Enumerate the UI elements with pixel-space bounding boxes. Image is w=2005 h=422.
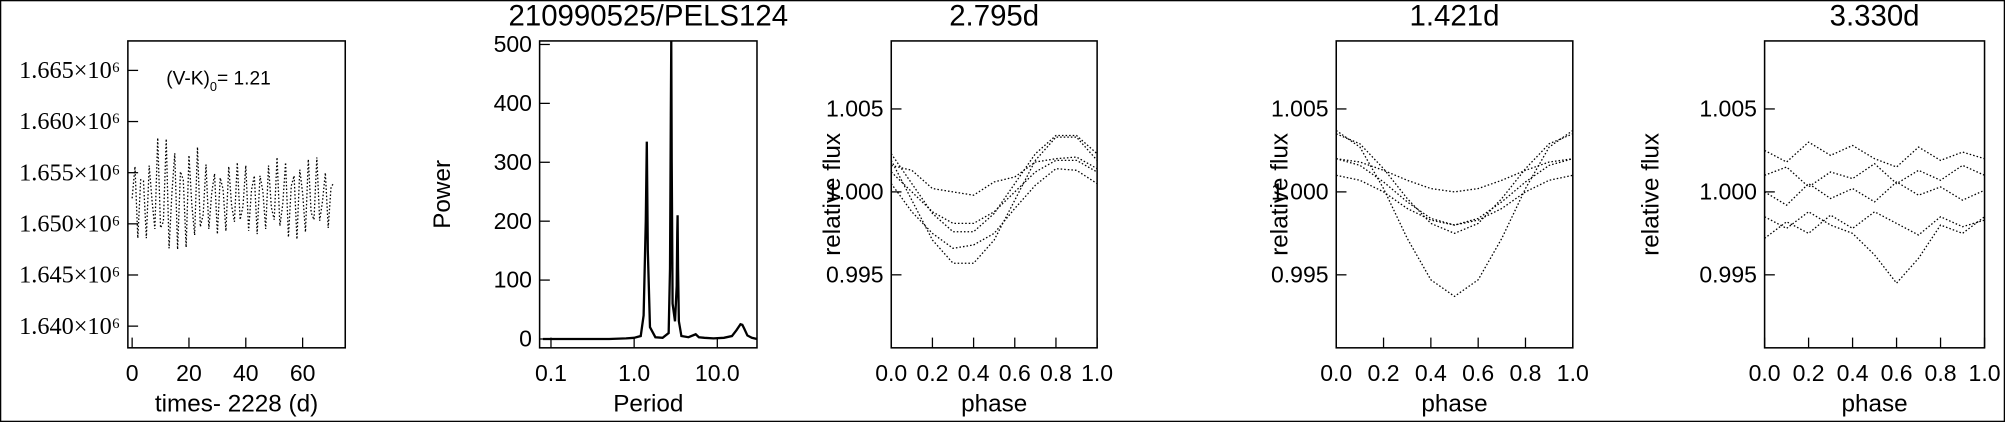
x-tick-label: 1.0 bbox=[1081, 360, 1113, 386]
plot-frame bbox=[538, 40, 758, 349]
x-tick-label: 0.4 bbox=[1837, 360, 1869, 386]
series-line bbox=[1336, 158, 1573, 193]
y-tick-label: 1.000 bbox=[826, 179, 884, 205]
series-line bbox=[890, 134, 1098, 233]
x-tick-label: 0.4 bbox=[1415, 360, 1447, 386]
x-tick-label: 0 bbox=[126, 360, 139, 386]
series-line bbox=[891, 156, 1098, 196]
x-tick-label: 40 bbox=[233, 360, 259, 386]
x-tick-label: 0.1 bbox=[535, 360, 567, 386]
series-line bbox=[1764, 211, 1985, 285]
series-line bbox=[890, 159, 1098, 225]
series-line bbox=[1764, 162, 1985, 188]
annotation-subscript: 0 bbox=[210, 79, 217, 94]
plot-frame bbox=[1335, 40, 1574, 349]
x-tick-label: 60 bbox=[290, 360, 316, 386]
x-tick-label: 0.6 bbox=[1881, 360, 1913, 386]
x-tick-label: 1.0 bbox=[618, 360, 650, 386]
x-tick-label: 0.0 bbox=[1749, 360, 1781, 386]
series-line bbox=[1764, 181, 1985, 206]
series-line bbox=[890, 136, 1098, 264]
x-tick-label: 0.8 bbox=[1040, 360, 1072, 386]
y-tick-label: 1.660×10⁶ bbox=[19, 108, 120, 135]
x-tick-label: 0.2 bbox=[916, 360, 948, 386]
x-tick-label: 0.6 bbox=[999, 360, 1031, 386]
x-tick-label: 0.2 bbox=[1793, 360, 1825, 386]
x-tick-label: 0.8 bbox=[1925, 360, 1957, 386]
series-line bbox=[1335, 129, 1574, 298]
x-tick-label: 0.2 bbox=[1368, 360, 1400, 386]
annotation-value: = 1.21 bbox=[217, 68, 271, 89]
y-tick-label: 500 bbox=[494, 31, 532, 57]
plot-frame bbox=[1763, 40, 1986, 349]
y-axis-label: relative flux bbox=[1637, 133, 1664, 256]
x-axis-label: phase bbox=[961, 391, 1027, 418]
x-tick-label: 0.0 bbox=[875, 360, 907, 386]
x-tick-label: 1.0 bbox=[1969, 360, 2001, 386]
series-line bbox=[890, 168, 1098, 249]
y-tick-label: 1.645×10⁶ bbox=[19, 262, 120, 289]
series-line bbox=[1336, 174, 1573, 226]
x-tick-label: 1.0 bbox=[1557, 360, 1589, 386]
y-axis-label: relative flux bbox=[819, 133, 846, 256]
x-tick-label: 20 bbox=[176, 360, 202, 386]
annotation-main: (V-K) bbox=[166, 68, 210, 89]
x-tick-label: 0.8 bbox=[1509, 360, 1541, 386]
y-tick-label: 0.995 bbox=[1699, 262, 1757, 288]
y-tick-label: 0.995 bbox=[826, 262, 884, 288]
x-tick-label: 0.4 bbox=[958, 360, 990, 386]
data-line bbox=[131, 137, 335, 250]
y-tick-label: 100 bbox=[494, 267, 532, 293]
y-axis-label: Power bbox=[429, 160, 456, 229]
x-tick-label: 10.0 bbox=[695, 360, 740, 386]
y-tick-label: 1.650×10⁶ bbox=[19, 211, 120, 238]
y-tick-label: 1.005 bbox=[1271, 96, 1329, 122]
x-axis-label: Period bbox=[613, 391, 683, 418]
series-line bbox=[1335, 133, 1574, 235]
x-tick-label: 0.0 bbox=[1320, 360, 1352, 386]
data-line bbox=[542, 41, 758, 341]
chart-title: 3.330d bbox=[1830, 0, 1920, 33]
y-tick-label: 1.000 bbox=[1271, 179, 1329, 205]
annotation: (V-K)0= 1.21 bbox=[166, 68, 271, 93]
x-axis-label: phase bbox=[1421, 391, 1487, 418]
y-tick-label: 0.995 bbox=[1271, 262, 1329, 288]
y-tick-label: 400 bbox=[494, 90, 532, 116]
y-tick-label: 300 bbox=[494, 149, 532, 175]
series-line bbox=[1336, 158, 1573, 226]
x-axis-label: phase bbox=[1841, 391, 1907, 418]
y-tick-label: 1.005 bbox=[1699, 96, 1757, 122]
series-line bbox=[1764, 211, 1985, 239]
x-tick-label: 0.6 bbox=[1462, 360, 1494, 386]
y-tick-label: 1.000 bbox=[1699, 179, 1757, 205]
chart-title: 210990525/PELS124 bbox=[508, 0, 788, 33]
y-tick-label: 1.640×10⁶ bbox=[19, 313, 120, 340]
chart-title: 2.795d bbox=[949, 0, 1039, 33]
plot-frame bbox=[127, 40, 347, 349]
x-axis-label: times- 2228 (d) bbox=[155, 391, 318, 418]
chart-title: 1.421d bbox=[1410, 0, 1500, 33]
series-line bbox=[1764, 141, 1985, 168]
y-tick-label: 1.005 bbox=[826, 96, 884, 122]
plot-frame bbox=[890, 40, 1098, 349]
y-tick-label: 200 bbox=[494, 208, 532, 234]
y-tick-label: 0 bbox=[519, 326, 532, 352]
y-tick-label: 1.665×10⁶ bbox=[19, 57, 120, 84]
y-axis-label: relative flux bbox=[1267, 133, 1294, 256]
y-tick-label: 1.655×10⁶ bbox=[19, 159, 120, 186]
